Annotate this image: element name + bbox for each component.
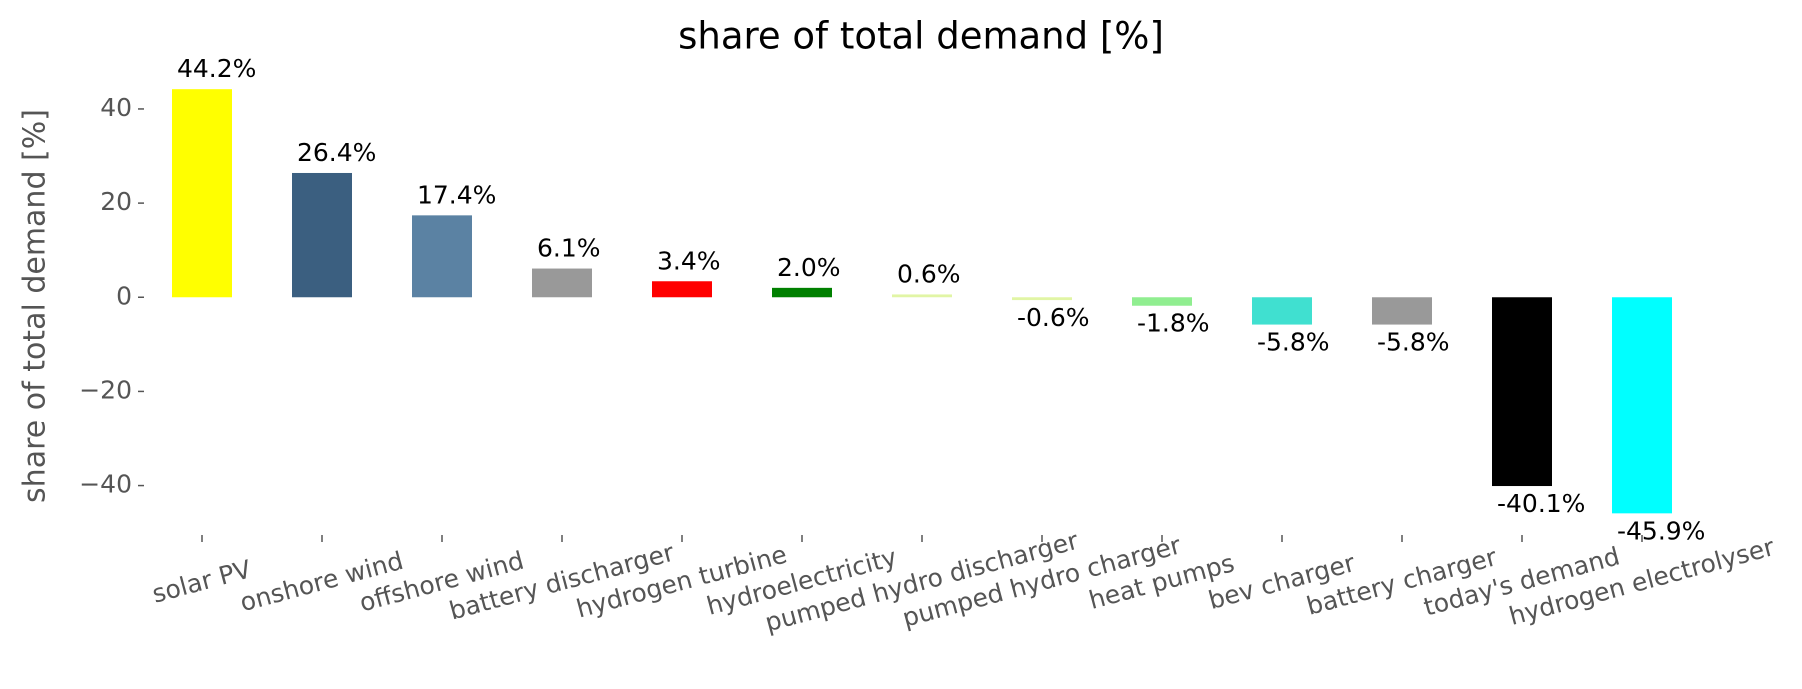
y-axis-label: share of total demand [%]	[18, 109, 53, 503]
value-label: -5.8%	[1377, 328, 1450, 357]
bar	[772, 287, 832, 298]
bar	[1372, 297, 1432, 325]
y-tick-label: 40	[100, 93, 132, 122]
x-tick-label: solar PV	[149, 554, 254, 608]
y-tick-label: −40	[79, 470, 132, 499]
value-label: 17.4%	[417, 180, 496, 209]
bar	[292, 172, 352, 298]
value-label: 3.4%	[657, 246, 721, 275]
bar	[1132, 297, 1192, 306]
chart-title: share of total demand [%]	[678, 15, 1164, 58]
bar	[412, 215, 472, 298]
bar	[1612, 297, 1672, 514]
bar	[172, 89, 232, 298]
value-label: -5.8%	[1257, 328, 1330, 357]
y-tick-label: −20	[79, 375, 132, 404]
bar	[1492, 297, 1552, 487]
bar	[1012, 297, 1072, 301]
bar	[1252, 297, 1312, 325]
value-label: -45.9%	[1617, 516, 1705, 545]
value-label: -1.8%	[1137, 309, 1210, 338]
bar	[532, 268, 592, 298]
y-tick-label: 20	[100, 187, 132, 216]
value-label: -40.1%	[1497, 489, 1585, 518]
value-label: 26.4%	[297, 138, 376, 167]
value-label: 6.1%	[537, 234, 601, 263]
value-label: 2.0%	[777, 253, 841, 282]
bar	[652, 281, 712, 298]
y-tick-label: 0	[116, 281, 132, 310]
value-label: 0.6%	[897, 259, 961, 288]
value-label: 44.2%	[177, 54, 256, 83]
bar	[892, 294, 952, 298]
value-label: -0.6%	[1017, 303, 1090, 332]
